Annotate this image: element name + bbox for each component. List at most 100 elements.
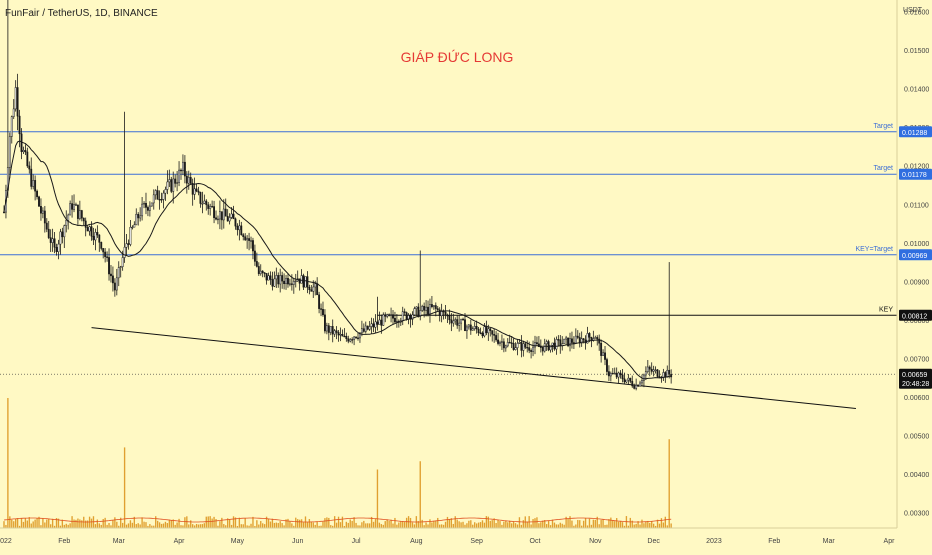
volume-bar bbox=[308, 519, 311, 528]
volume-bar bbox=[246, 525, 248, 528]
volume-bar bbox=[555, 524, 558, 528]
volume-bar bbox=[559, 522, 561, 528]
x-tick-label: Apr bbox=[174, 538, 186, 545]
candle-body bbox=[656, 369, 659, 377]
candle-body bbox=[609, 372, 612, 377]
candle-body bbox=[51, 238, 54, 243]
volume-bar bbox=[454, 516, 456, 528]
volume-bar bbox=[573, 525, 575, 528]
volume-bar bbox=[602, 519, 604, 528]
volume-bar bbox=[328, 517, 330, 528]
candle-body bbox=[269, 275, 272, 280]
volume-bar bbox=[225, 525, 227, 528]
candle-body bbox=[615, 372, 618, 378]
candle-body bbox=[423, 305, 426, 311]
volume-bar bbox=[242, 524, 244, 528]
level-label: Target bbox=[874, 165, 894, 172]
volume-bar bbox=[182, 525, 184, 528]
candle-body bbox=[485, 326, 488, 334]
candle-body bbox=[378, 319, 381, 325]
volume-bar bbox=[191, 524, 194, 528]
candle-body bbox=[582, 338, 585, 341]
volume-bar bbox=[446, 516, 449, 528]
volume-bar bbox=[489, 520, 491, 528]
volume-bar bbox=[320, 525, 322, 528]
candle-body bbox=[18, 115, 21, 135]
candle-body bbox=[650, 368, 653, 372]
volume-bar bbox=[145, 522, 147, 528]
candle-body bbox=[654, 369, 657, 371]
volume-bar bbox=[310, 521, 312, 528]
candle-body bbox=[197, 190, 200, 193]
candle-body bbox=[147, 207, 149, 211]
volume-bar bbox=[654, 525, 657, 528]
volume-bar bbox=[378, 522, 381, 528]
level-tag-value: 0.01178 bbox=[902, 172, 927, 179]
candle-body bbox=[506, 341, 509, 347]
candle-body bbox=[170, 179, 173, 192]
volume-bar bbox=[374, 518, 377, 528]
volume-bar bbox=[485, 516, 488, 528]
candle-body bbox=[588, 333, 591, 338]
candle-body bbox=[574, 335, 577, 344]
candle-body bbox=[586, 333, 589, 344]
x-tick-label: Aug bbox=[410, 538, 423, 545]
candle-body bbox=[82, 217, 85, 222]
volume-bar bbox=[302, 522, 305, 528]
volume-bar bbox=[545, 524, 548, 528]
candle-body bbox=[129, 226, 132, 245]
candle-body bbox=[481, 332, 484, 337]
volume-bar bbox=[186, 516, 188, 528]
candle-body bbox=[248, 238, 251, 241]
candle-body bbox=[61, 231, 64, 238]
volume-bar bbox=[612, 520, 614, 528]
candle-body bbox=[465, 326, 468, 332]
y-tick-label: 0.00500 bbox=[904, 434, 929, 441]
candle-body bbox=[510, 342, 513, 344]
candle-body bbox=[434, 305, 437, 309]
volume-bar bbox=[180, 525, 182, 528]
candle-body bbox=[462, 318, 464, 321]
volume-bar bbox=[390, 519, 392, 528]
candle-body bbox=[349, 339, 352, 342]
candle-body bbox=[213, 206, 215, 218]
candle-body bbox=[277, 275, 280, 285]
volume-bar bbox=[267, 518, 270, 528]
candle-body bbox=[139, 215, 142, 219]
candle-body bbox=[238, 225, 241, 231]
volume-bar bbox=[367, 523, 369, 528]
candle-body bbox=[228, 217, 231, 222]
candle-body bbox=[384, 314, 387, 317]
candle-body bbox=[187, 177, 190, 184]
candle-body bbox=[648, 366, 651, 370]
candle-body bbox=[405, 312, 408, 320]
volume-bar bbox=[248, 525, 250, 528]
candle-body bbox=[430, 304, 433, 308]
candle-body bbox=[191, 183, 194, 195]
candle-body bbox=[55, 246, 58, 252]
volume-bar bbox=[158, 522, 161, 528]
candle-body bbox=[275, 275, 278, 280]
countdown-value: 20:48:28 bbox=[902, 381, 929, 388]
candle-body bbox=[152, 194, 155, 204]
volume-bar bbox=[600, 519, 602, 528]
volume-bar bbox=[188, 524, 190, 528]
y-tick-label: 0.01200 bbox=[904, 164, 929, 171]
volume-bar bbox=[551, 519, 554, 528]
volume-bar bbox=[121, 522, 124, 528]
volume-bar bbox=[435, 520, 437, 528]
volume-bar bbox=[219, 521, 221, 528]
volume-bar bbox=[98, 523, 100, 528]
volume-bar bbox=[330, 525, 332, 528]
candle-body bbox=[298, 278, 301, 284]
volume-bar bbox=[470, 520, 472, 528]
candle-body bbox=[559, 339, 562, 347]
volume-bar bbox=[582, 520, 585, 528]
candle-body bbox=[613, 372, 616, 375]
x-tick-label: May bbox=[231, 538, 245, 545]
volume-bar bbox=[567, 518, 569, 528]
candle-body bbox=[607, 371, 610, 377]
volume-bar bbox=[279, 521, 281, 528]
volume-bar bbox=[250, 523, 252, 528]
candle-body bbox=[425, 306, 428, 311]
